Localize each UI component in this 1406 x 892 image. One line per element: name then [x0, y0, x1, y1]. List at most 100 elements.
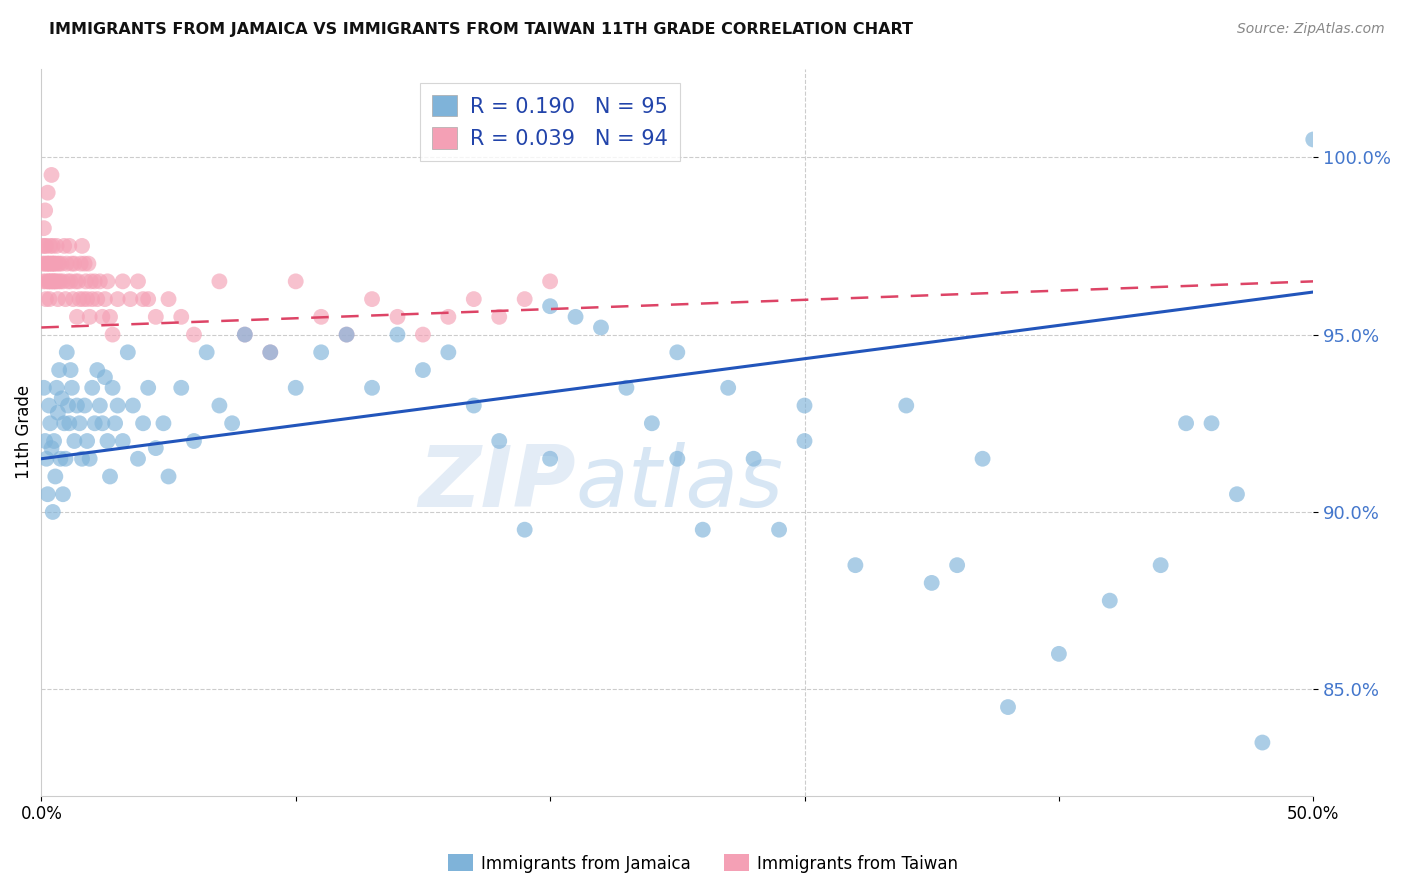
Point: [62, 292, 84, 306]
Point: [89, 399, 111, 413]
Point: [69, 292, 91, 306]
Point: [91, 417, 114, 431]
Point: [80, 274, 103, 288]
Point: [42, 505, 65, 519]
Point: [111, 274, 134, 288]
Point: [488, 310, 510, 324]
Point: [361, 292, 384, 306]
Point: [48, 257, 70, 271]
Point: [107, 292, 129, 306]
Point: [46, 406, 69, 420]
Point: [65, 274, 87, 288]
Point: [336, 327, 359, 342]
Point: [513, 523, 536, 537]
Point: [39, 274, 62, 288]
Point: [145, 310, 167, 324]
Point: [37, 186, 59, 200]
Point: [463, 399, 485, 413]
Point: [66, 399, 89, 413]
Point: [437, 345, 460, 359]
Point: [55, 292, 77, 306]
Point: [1149, 558, 1171, 573]
Point: [111, 434, 134, 448]
Point: [55, 257, 77, 271]
Point: [48, 363, 70, 377]
Point: [75, 274, 97, 288]
Point: [117, 345, 139, 359]
Point: [259, 345, 281, 359]
Point: [69, 257, 91, 271]
Point: [45, 381, 67, 395]
Point: [41, 257, 63, 271]
Point: [98, 469, 121, 483]
Point: [67, 274, 90, 288]
Point: [284, 274, 307, 288]
Point: [259, 345, 281, 359]
Point: [122, 399, 145, 413]
Point: [42, 274, 65, 288]
Point: [38, 257, 60, 271]
Point: [136, 292, 159, 306]
Point: [76, 434, 98, 448]
Point: [412, 363, 434, 377]
Point: [42, 239, 65, 253]
Point: [34, 239, 56, 253]
Point: [55, 345, 77, 359]
Point: [49, 451, 72, 466]
Point: [793, 399, 815, 413]
Point: [59, 363, 82, 377]
Legend: R = 0.190   N = 95, R = 0.039   N = 94: R = 0.190 N = 95, R = 0.039 N = 94: [420, 83, 681, 161]
Point: [284, 381, 307, 395]
Point: [86, 292, 108, 306]
Point: [768, 523, 790, 537]
Point: [742, 451, 765, 466]
Point: [37, 274, 59, 288]
Point: [104, 417, 127, 431]
Point: [157, 292, 180, 306]
Text: atlas: atlas: [575, 442, 783, 524]
Point: [616, 381, 638, 395]
Point: [101, 327, 124, 342]
Point: [44, 274, 66, 288]
Point: [94, 370, 117, 384]
Point: [96, 434, 118, 448]
Point: [73, 399, 96, 413]
Text: IMMIGRANTS FROM JAMAICA VS IMMIGRANTS FROM TAIWAN 11TH GRADE CORRELATION CHART: IMMIGRANTS FROM JAMAICA VS IMMIGRANTS FR…: [49, 22, 914, 37]
Point: [34, 257, 56, 271]
Point: [120, 292, 142, 306]
Point: [38, 292, 60, 306]
Point: [437, 310, 460, 324]
Point: [34, 203, 56, 218]
Point: [127, 274, 149, 288]
Point: [39, 239, 62, 253]
Point: [34, 274, 56, 288]
Point: [58, 417, 80, 431]
Point: [896, 399, 918, 413]
Point: [844, 558, 866, 573]
Point: [37, 274, 59, 288]
Point: [69, 417, 91, 431]
Point: [793, 434, 815, 448]
Point: [666, 345, 689, 359]
Point: [170, 310, 193, 324]
Legend: Immigrants from Jamaica, Immigrants from Taiwan: Immigrants from Jamaica, Immigrants from…: [441, 847, 965, 880]
Point: [70, 239, 93, 253]
Point: [96, 274, 118, 288]
Point: [82, 381, 104, 395]
Point: [94, 292, 117, 306]
Point: [77, 257, 100, 271]
Point: [101, 381, 124, 395]
Point: [136, 381, 159, 395]
Point: [83, 417, 105, 431]
Point: [233, 327, 256, 342]
Point: [145, 441, 167, 455]
Text: Source: ZipAtlas.com: Source: ZipAtlas.com: [1237, 22, 1385, 37]
Point: [51, 257, 73, 271]
Point: [98, 310, 121, 324]
Point: [35, 257, 58, 271]
Point: [58, 239, 80, 253]
Point: [233, 327, 256, 342]
Point: [309, 310, 332, 324]
Point: [38, 257, 60, 271]
Point: [361, 381, 384, 395]
